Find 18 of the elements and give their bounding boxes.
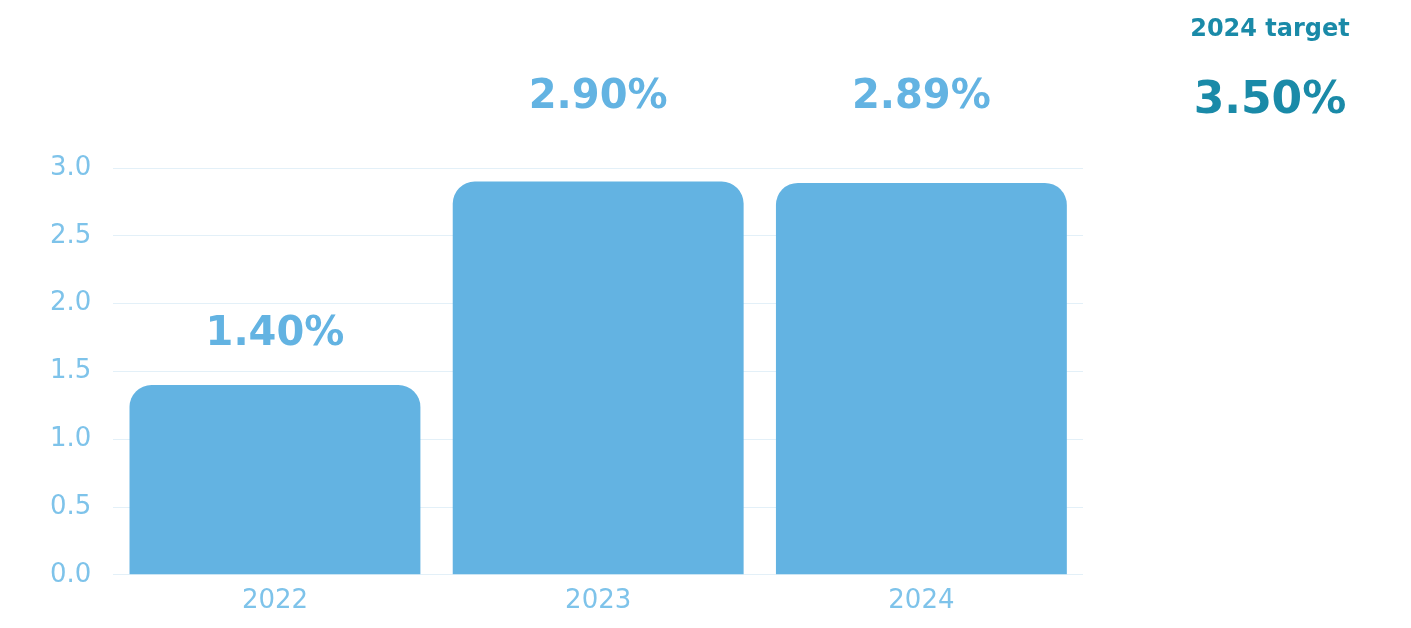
x-tick-label: 2024 xyxy=(888,584,955,615)
y-tick-label: 2.5 xyxy=(49,218,92,249)
data-label: 2.90% xyxy=(528,71,668,118)
y-tick-label: 1.5 xyxy=(49,354,92,385)
data-label: 2.89% xyxy=(852,71,991,118)
text: 3.50% xyxy=(1192,72,1348,123)
y-tick-label: 3.0 xyxy=(49,150,92,181)
text: 2024 target xyxy=(1189,14,1351,42)
y-tick-label: 0.0 xyxy=(49,557,92,588)
y-tick-label: 1.0 xyxy=(49,421,92,452)
bar xyxy=(452,181,744,575)
x-tick-label: 2022 xyxy=(241,584,309,615)
bar xyxy=(129,384,421,575)
y-tick-label: 0.5 xyxy=(49,489,92,520)
bar xyxy=(775,182,1067,575)
y-tick-label: 2.0 xyxy=(49,286,92,317)
x-tick-label: 2023 xyxy=(565,584,632,615)
data-label: 1.40% xyxy=(205,308,345,355)
